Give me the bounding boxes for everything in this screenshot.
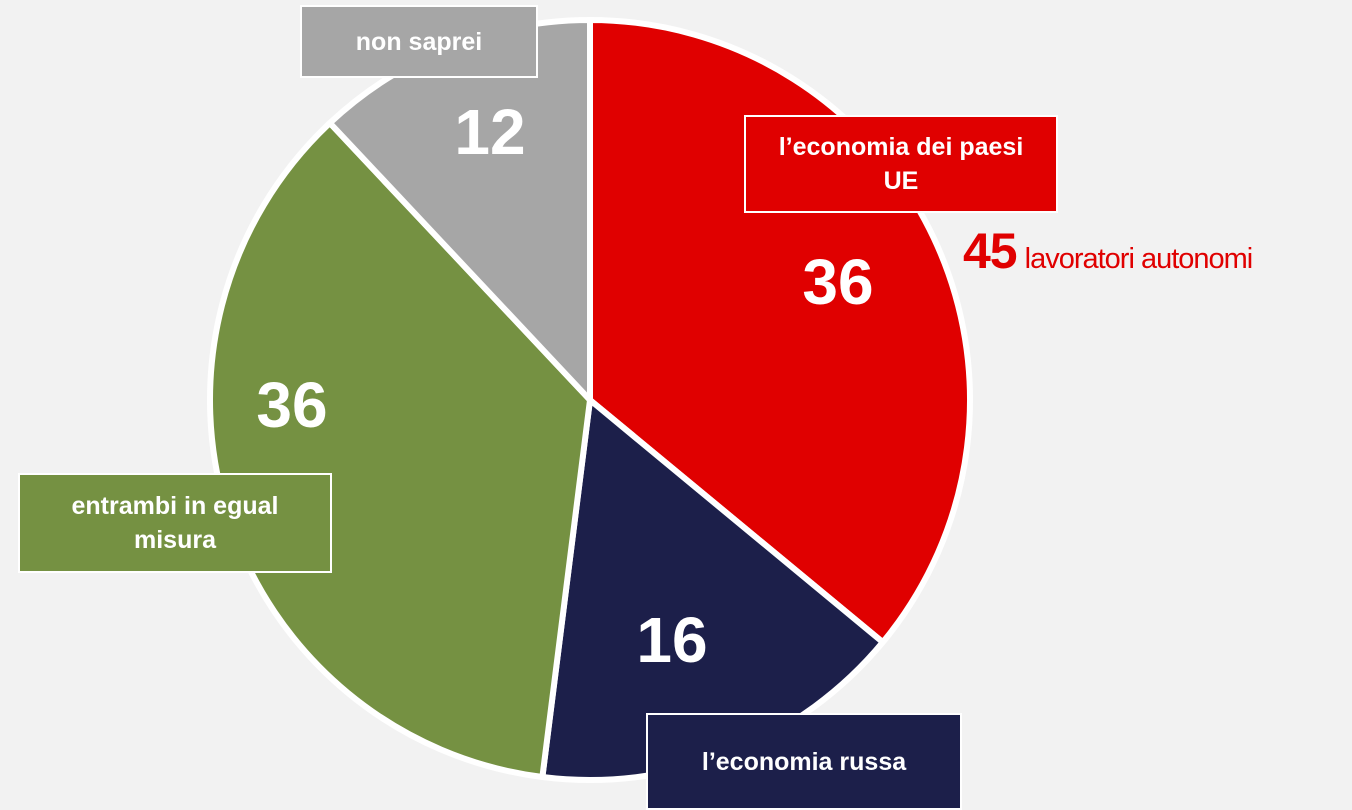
category-label: l’economia russa xyxy=(646,713,962,810)
annotation-text: lavoratori autonomi xyxy=(1024,243,1254,275)
annotation: 45 lavoratori autonomi xyxy=(963,222,1254,280)
category-label: l’economia dei paesi UE xyxy=(744,115,1058,213)
annotation-value: 45 xyxy=(963,223,1018,279)
value-label: 36 xyxy=(256,369,327,441)
category-label: non saprei xyxy=(300,5,538,78)
value-label: 36 xyxy=(802,246,873,318)
value-label: 16 xyxy=(636,604,707,676)
value-label: 12 xyxy=(454,96,525,168)
category-label: entrambi in egual misura xyxy=(18,473,332,573)
